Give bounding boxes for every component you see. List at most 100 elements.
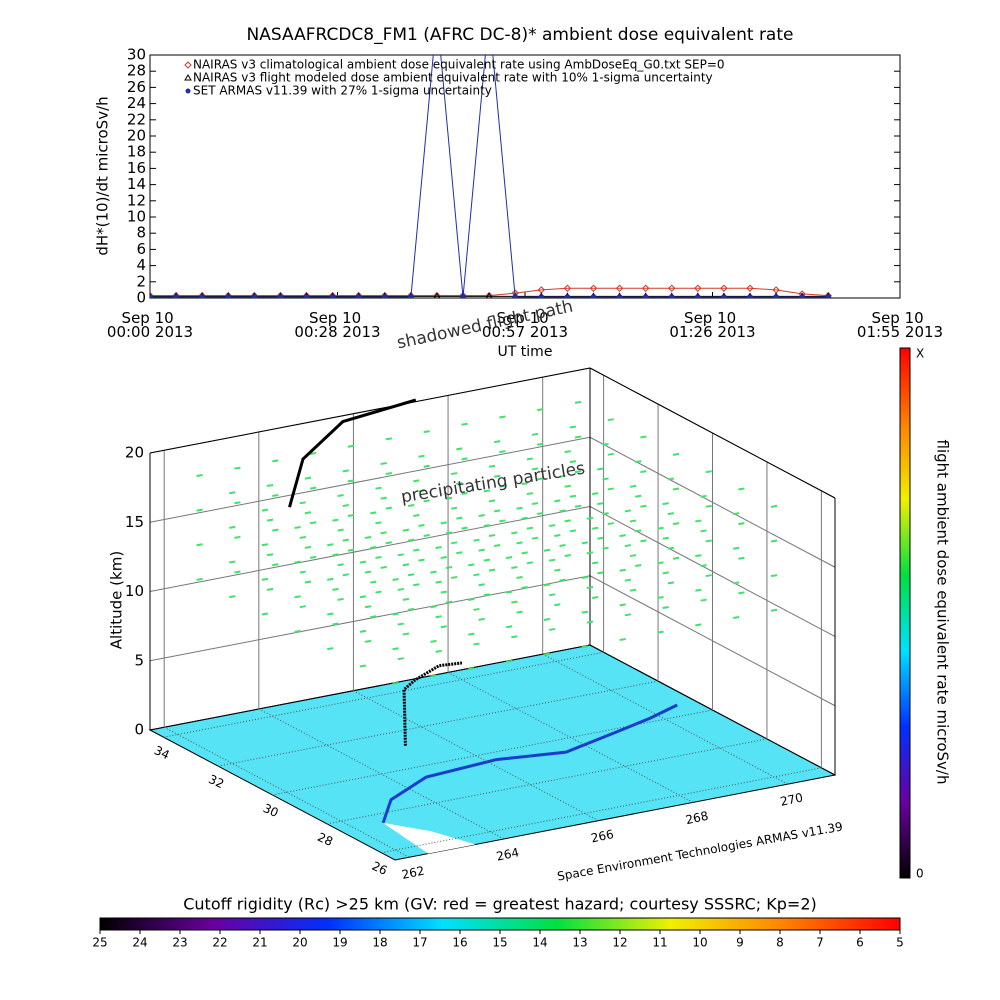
- particle: [770, 539, 778, 543]
- marker: [329, 294, 336, 298]
- marker: [460, 294, 467, 298]
- z-tick-label: 0: [134, 721, 144, 739]
- particle: [385, 437, 392, 441]
- marker: [433, 291, 441, 298]
- particle: [581, 576, 588, 580]
- particle: [602, 442, 609, 446]
- particle: [418, 523, 425, 527]
- particle: [635, 529, 642, 533]
- marker: [720, 284, 728, 292]
- colorbar-tick-label: 16: [452, 936, 467, 950]
- particle: [375, 590, 382, 594]
- particle: [413, 583, 420, 587]
- grid-line: [163, 726, 410, 858]
- colorbar-tick-label: 12: [612, 936, 627, 950]
- particle: [294, 629, 301, 633]
- marker: [251, 294, 258, 298]
- particle: [456, 551, 463, 555]
- marker: [276, 291, 285, 298]
- particle: [629, 484, 637, 488]
- particle: [332, 622, 339, 626]
- x-tick-label-line: Sep 10: [497, 309, 554, 327]
- z-tick-label: 20: [125, 444, 144, 462]
- particle: [521, 551, 528, 555]
- particle: [478, 617, 485, 621]
- particle: [705, 574, 712, 578]
- particle: [483, 558, 490, 562]
- particle: [468, 667, 475, 671]
- particle: [624, 509, 632, 513]
- particle: [380, 462, 387, 466]
- particle: [359, 664, 367, 668]
- particle: [640, 435, 647, 439]
- particle: [299, 501, 306, 505]
- particle: [537, 408, 544, 412]
- particle: [468, 563, 475, 567]
- particle: [337, 528, 344, 532]
- particle: [526, 457, 534, 461]
- x-tick-label-line: 00:57 2013: [482, 323, 568, 341]
- particle: [359, 595, 367, 599]
- x-tick-label-line: 01:26 2013: [669, 323, 755, 341]
- particle: [423, 533, 430, 537]
- particle: [695, 554, 702, 558]
- chart-title: NASAAFRCDC8_FM1 (AFRC DC-8)* ambient dos…: [247, 25, 794, 45]
- grid-line: [149, 644, 591, 731]
- particle: [554, 534, 561, 538]
- marker: [459, 291, 467, 298]
- marker: [150, 294, 153, 298]
- marker: [668, 284, 676, 292]
- x-tick-label: Sep 10 01:55 2013: [857, 309, 943, 341]
- particle: [662, 502, 669, 506]
- particle: [635, 564, 642, 568]
- particle: [407, 538, 415, 542]
- x-tick-label-line: Sep 10: [872, 309, 929, 327]
- marker: [485, 292, 493, 298]
- particle: [624, 544, 632, 548]
- particle: [733, 512, 740, 516]
- particle: [364, 570, 372, 574]
- particle: [430, 605, 437, 609]
- particle: [445, 600, 453, 604]
- marker: [355, 294, 362, 298]
- particle: [337, 597, 344, 601]
- particle: [548, 593, 556, 597]
- particle: [229, 525, 236, 529]
- grid-line: [149, 436, 591, 523]
- particle: [586, 620, 594, 624]
- particle: [543, 617, 551, 621]
- particle: [488, 568, 496, 572]
- legend-label: NAIRAS v3 flight modeled dose ambient eq…: [193, 71, 713, 85]
- particle: [407, 573, 415, 577]
- particle: [569, 529, 577, 533]
- x-tick-label: Sep 10 00:28 2013: [294, 309, 380, 341]
- particle: [662, 571, 669, 575]
- particle: [435, 580, 442, 584]
- particle: [662, 606, 669, 609]
- particle: [359, 629, 367, 633]
- particle: [559, 509, 566, 513]
- particle: [574, 470, 582, 474]
- particle: [516, 541, 523, 545]
- y-tick-label: 16: [127, 159, 146, 177]
- particle: [397, 657, 404, 661]
- particle: [521, 585, 528, 589]
- colorbar-tick-label: 15: [492, 936, 507, 950]
- particle: [435, 546, 442, 549]
- particle: [332, 518, 339, 522]
- colorbar-tick-label: 23: [172, 936, 187, 950]
- particle: [272, 563, 279, 567]
- particle: [624, 578, 632, 582]
- particle: [397, 622, 404, 626]
- colorbar-tick-label: 25: [92, 936, 107, 950]
- particle: [385, 506, 392, 510]
- colorbar-tick-label: 9: [736, 936, 744, 950]
- particle: [494, 440, 501, 444]
- lon-tick-label: 270: [779, 790, 804, 808]
- particle: [511, 635, 518, 639]
- particle: [548, 627, 556, 631]
- particle: [695, 519, 702, 523]
- z-axis-label: Altitude (km): [108, 551, 126, 649]
- particle: [337, 494, 344, 497]
- lat-tick-label: 26: [370, 859, 390, 878]
